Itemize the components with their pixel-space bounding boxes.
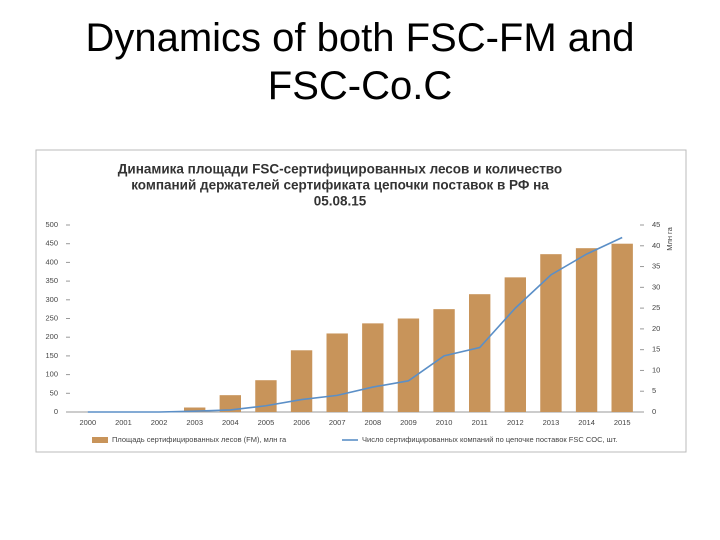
x-tick-label: 2014 xyxy=(578,418,595,427)
bar xyxy=(290,350,313,412)
y2-tick-label: 30 xyxy=(652,282,660,291)
y-tick-label: 300 xyxy=(45,295,58,304)
x-tick-label: 2002 xyxy=(151,418,168,427)
bar xyxy=(184,407,206,412)
y-tick-label: 50 xyxy=(50,388,58,397)
y2-tick-label: 45 xyxy=(652,220,660,229)
x-tick-label: 2006 xyxy=(293,418,310,427)
y-tick-label: 400 xyxy=(45,257,58,266)
bar xyxy=(504,277,526,412)
x-tick-label: 2013 xyxy=(543,418,560,427)
x-tick-label: 2011 xyxy=(472,418,488,427)
y2-tick-label: 5 xyxy=(652,386,656,395)
legend-swatch xyxy=(92,437,108,443)
bar xyxy=(611,243,633,412)
x-tick-label: 2015 xyxy=(614,418,631,427)
x-tick-label: 2005 xyxy=(258,418,275,427)
bar xyxy=(469,294,491,412)
slide-title: Dynamics of both FSC-FM and FSC-Co.C xyxy=(0,14,720,110)
x-tick-label: 2001 xyxy=(115,418,132,427)
chart-title: Динамика площади FSC-сертифицированных л… xyxy=(118,162,562,177)
y2-tick-label: 15 xyxy=(652,345,660,354)
y2-tick-label: 25 xyxy=(652,303,660,312)
chart-title: компаний держателей сертификата цепочки … xyxy=(131,178,549,193)
bar xyxy=(433,309,455,412)
x-tick-label: 2012 xyxy=(507,418,524,427)
y-tick-label: 100 xyxy=(45,370,58,379)
x-tick-label: 2000 xyxy=(79,418,96,427)
legend-label: Число сертифицированных компаний по цепо… xyxy=(362,435,617,444)
slide-title-line: FSC-Co.C xyxy=(267,64,453,108)
y2-tick-label: 35 xyxy=(652,262,660,271)
y-tick-label: 450 xyxy=(45,239,58,248)
y-tick-label: 150 xyxy=(45,351,58,360)
y2-tick-label: 10 xyxy=(652,365,660,374)
bar xyxy=(362,323,384,412)
slide-title-line: Dynamics of both FSC-FM and xyxy=(85,16,635,60)
y2-tick-label: 40 xyxy=(652,241,660,250)
line xyxy=(87,236,623,413)
x-tick-label: 2004 xyxy=(222,418,239,427)
legend-label: Площадь сертифицированных лесов (FM), мл… xyxy=(112,435,287,444)
x-tick-label: 2009 xyxy=(400,418,417,427)
chart-title: 05.08.15 xyxy=(314,194,367,209)
y2-tick-label: 20 xyxy=(652,324,660,333)
bar xyxy=(397,318,420,412)
y-tick-label: 0 xyxy=(54,407,58,416)
y-tick-label: 350 xyxy=(45,276,58,285)
y-tick-label: 500 xyxy=(45,220,58,229)
bar xyxy=(575,248,598,412)
x-tick-label: 2008 xyxy=(364,418,381,427)
x-tick-label: 2003 xyxy=(186,418,203,427)
x-tick-label: 2010 xyxy=(436,418,453,427)
y2-tick-label: 0 xyxy=(652,407,656,416)
bar xyxy=(219,395,241,412)
y2-axis-label: Млн га xyxy=(665,226,674,250)
y-tick-label: 250 xyxy=(45,313,58,322)
bar xyxy=(326,333,348,412)
bar xyxy=(540,254,562,412)
x-tick-label: 2007 xyxy=(329,418,346,427)
y-tick-label: 200 xyxy=(45,332,58,341)
